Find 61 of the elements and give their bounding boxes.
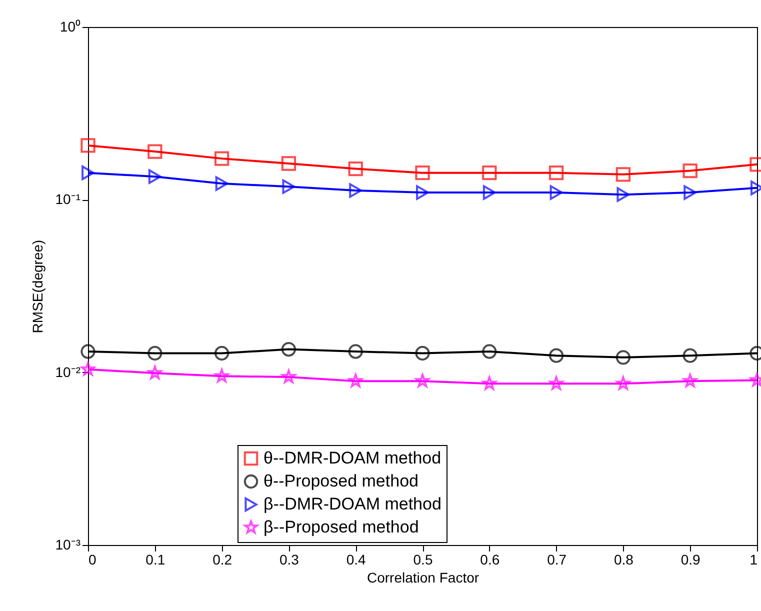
point [82,166,94,180]
point [482,166,497,180]
y-tick-label: 10⁰ [60,18,80,34]
point [549,376,564,390]
x-tick-label: 0.8 [614,552,634,568]
x-tick-label: 0.3 [279,552,300,568]
point [148,169,162,184]
point [148,366,162,380]
point [616,376,630,390]
point [550,185,563,200]
x-tick-label: 0.2 [212,552,232,568]
point [148,346,162,361]
x-tick-label: 0.9 [680,552,701,568]
point [214,151,230,166]
x-tick-label: 1 [750,552,758,568]
point [616,167,631,182]
point [349,183,362,198]
y-tick-label: 10⁻² [55,364,81,380]
y-axis-title: RMSE(degree) [29,240,46,334]
point [415,166,430,180]
point [282,370,296,384]
x-tick-label: 0.1 [146,552,166,568]
point [415,346,430,361]
x-tick-label: 0.4 [346,552,366,568]
point [482,376,496,390]
legend-label: β--DMR-DOAM method [264,494,442,514]
point [415,374,430,388]
point [148,144,162,159]
point [214,346,230,361]
point [80,362,96,376]
point [348,374,363,388]
y-tick-label: 10⁻¹ [55,191,81,208]
point [214,368,229,382]
point [416,185,429,200]
x-tick-label: 0.5 [413,552,433,568]
point [80,344,96,359]
point [682,163,698,178]
point [215,176,228,191]
x-tick-label: 0.7 [547,552,567,568]
point [282,179,296,194]
legend-label: θ--DMR-DOAM method [264,448,442,468]
x-axis-title: Correlation Factor [366,570,480,586]
legend-label: θ--Proposed method [264,472,418,490]
point [548,166,564,180]
legend-label: β--Proposed method [264,518,419,536]
point [348,161,363,176]
point [281,342,296,357]
point [281,156,296,171]
point [482,185,496,200]
point [616,187,630,202]
point [682,348,698,363]
x-tick-label: 0 [88,552,96,568]
point [482,344,497,359]
y-tick-label: 10⁻³ [55,536,81,552]
point [684,185,697,200]
point [348,344,363,359]
point [548,348,564,363]
point [683,374,698,388]
x-tick-label: 0.6 [480,552,500,568]
point [80,138,96,153]
point [616,350,631,365]
